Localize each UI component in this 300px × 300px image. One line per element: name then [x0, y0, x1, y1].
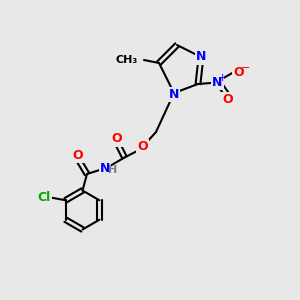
Text: N: N — [212, 76, 223, 89]
Text: H: H — [109, 165, 118, 176]
Text: CH₃: CH₃ — [115, 55, 137, 65]
Text: Cl: Cl — [37, 191, 50, 204]
Text: O: O — [233, 65, 244, 79]
Text: +: + — [218, 73, 228, 83]
Text: N: N — [100, 161, 110, 175]
Text: O: O — [137, 140, 148, 154]
Text: O: O — [223, 93, 233, 106]
Text: −: − — [241, 62, 250, 73]
Text: N: N — [169, 88, 179, 101]
Text: O: O — [73, 149, 83, 162]
Text: O: O — [112, 132, 122, 146]
Text: N: N — [196, 50, 206, 64]
